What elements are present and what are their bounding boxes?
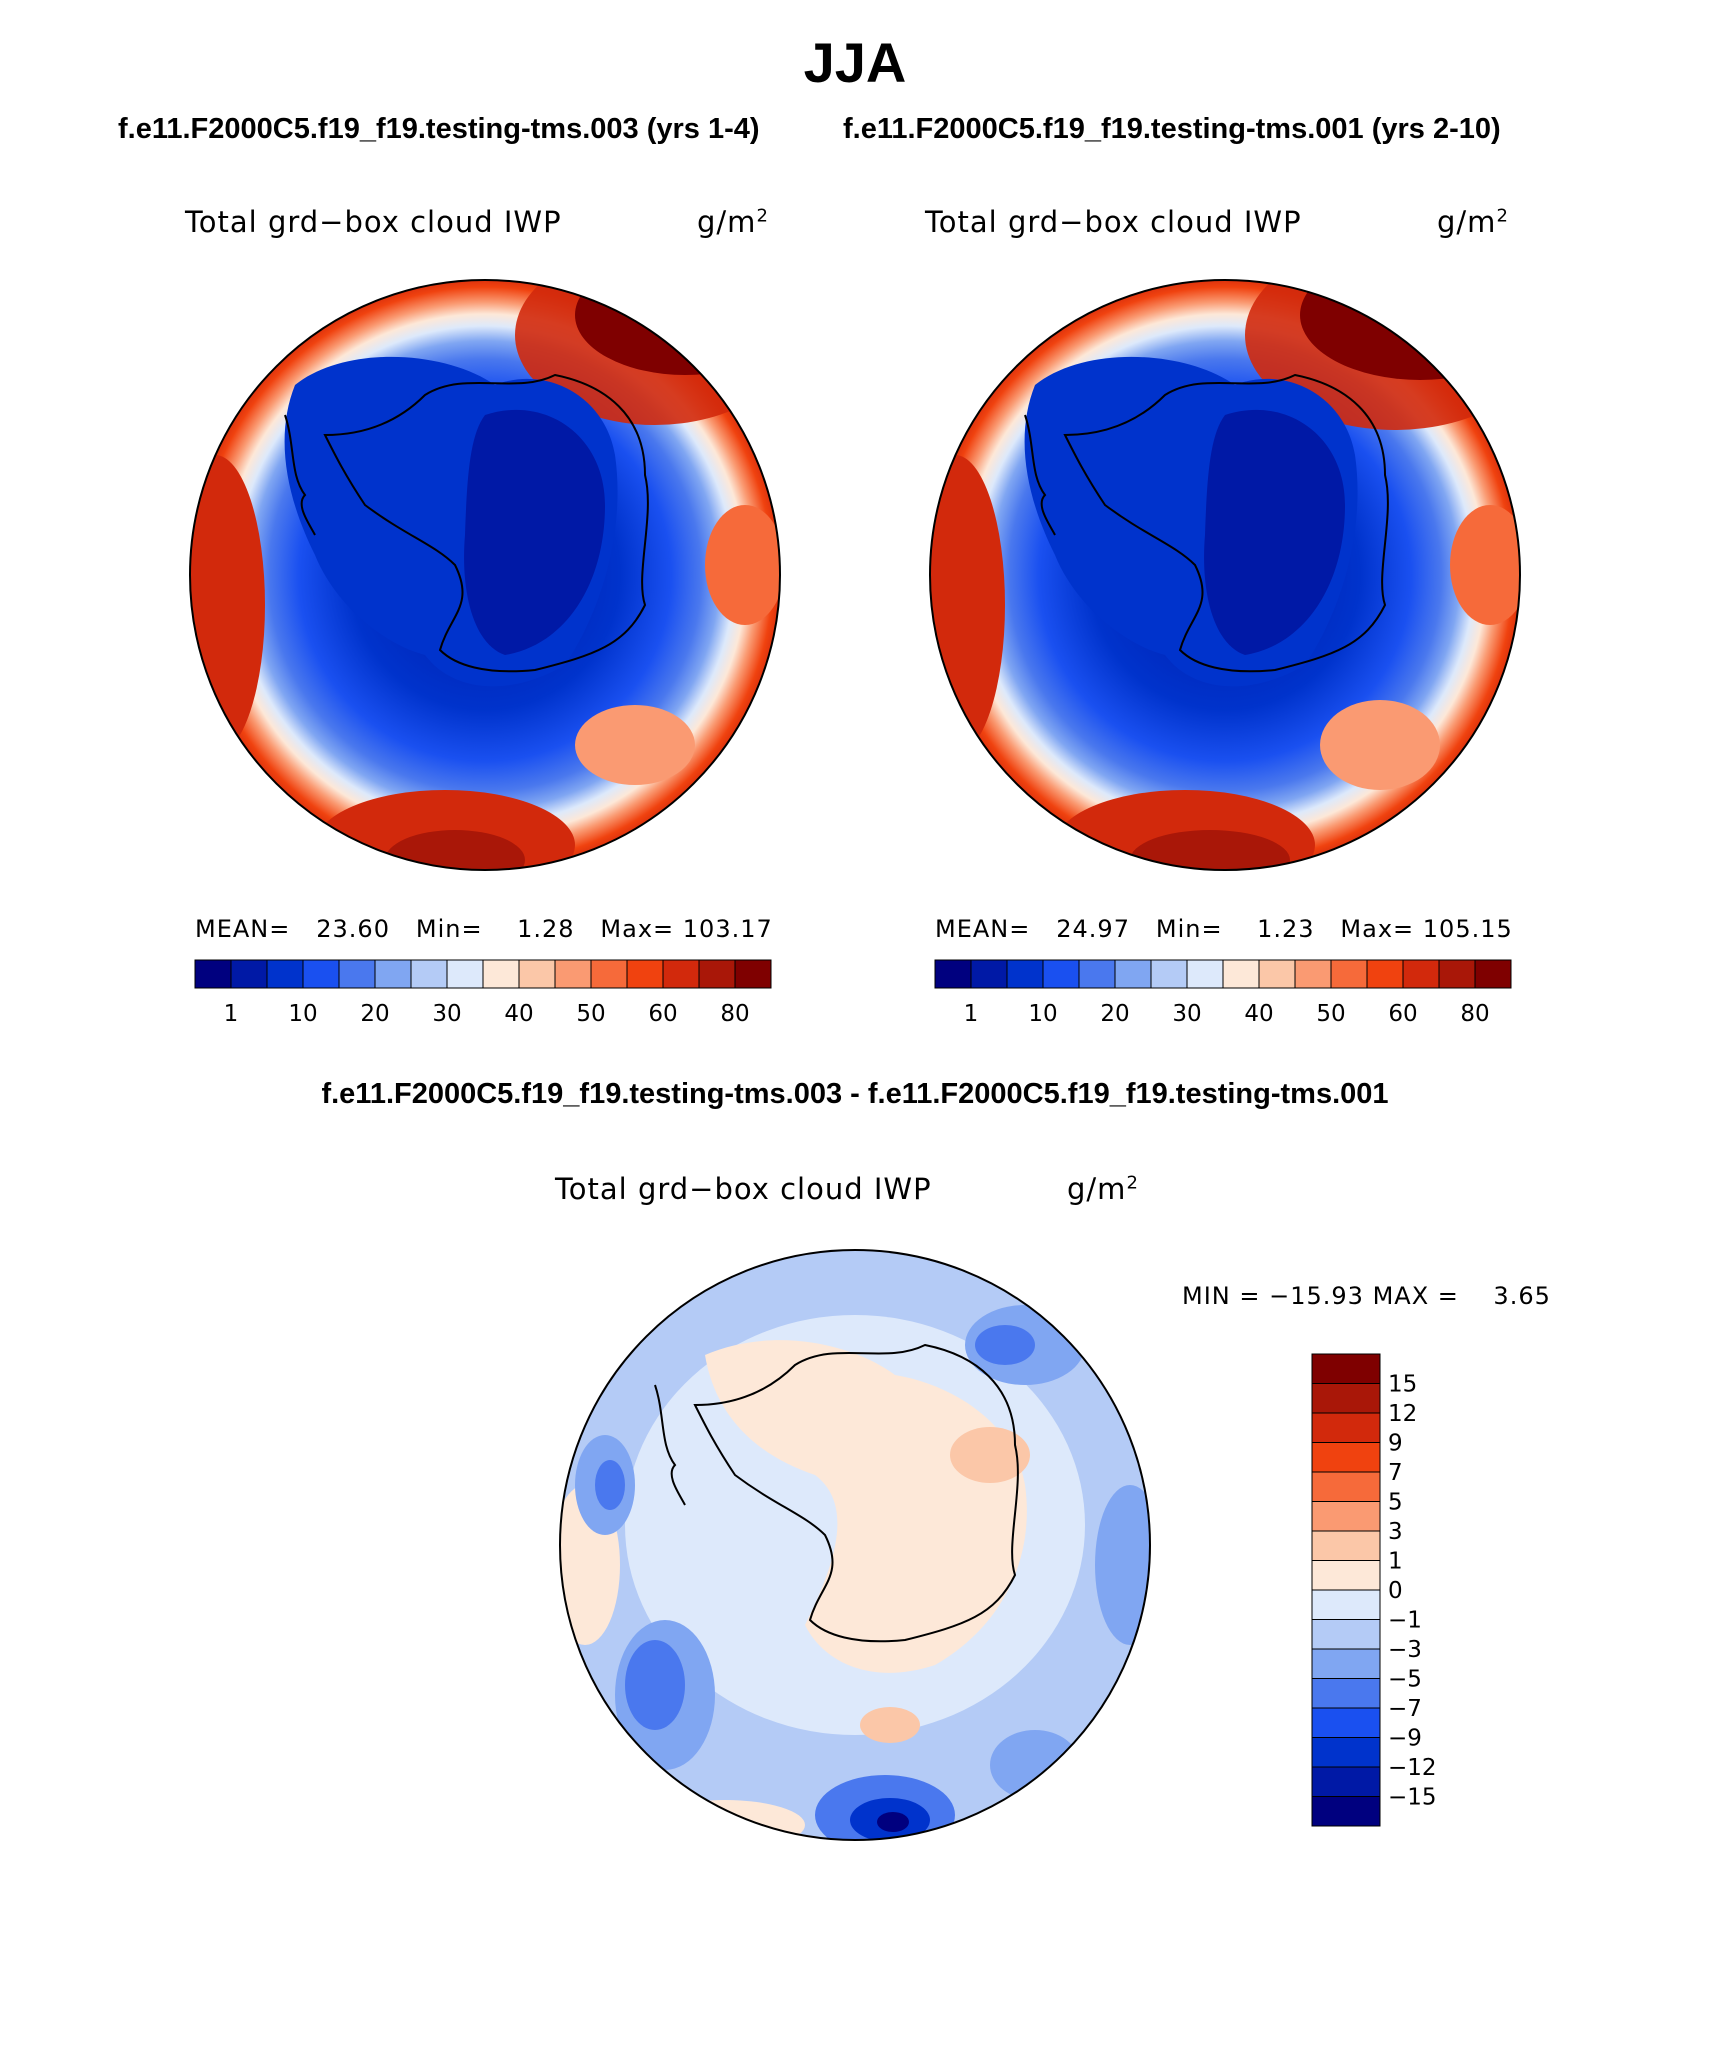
panel1-colorbar-swatch (482, 959, 520, 989)
panel1-colorbar-tick-label: 50 (576, 1001, 605, 1027)
panel2-colorbar-swatch (970, 959, 1008, 989)
panel2-colorbar-swatch (1078, 959, 1116, 989)
diff-colorbar-swatch (1311, 1796, 1381, 1827)
panel2-colorbar-swatch (1114, 959, 1152, 989)
panel2-colorbar-swatch (1258, 959, 1296, 989)
diff-units: g/m2 (1067, 1172, 1139, 1206)
panel2-colorbar-swatch (1042, 959, 1080, 989)
diff-colorbar-swatch (1311, 1619, 1381, 1650)
diff-colorbar-swatch (1311, 1766, 1381, 1797)
panel2-units: g/m2 (1437, 205, 1509, 239)
diff-colorbar-swatch (1311, 1383, 1381, 1414)
diff-colorbar-tick-label: 3 (1388, 1519, 1403, 1545)
diff-colorbar-tick-label: −12 (1388, 1755, 1437, 1781)
panel2-polar-map (929, 279, 1521, 871)
panel2-colorbar-tick-label: 80 (1460, 1001, 1489, 1027)
diff-colorbar-tick-label: 9 (1388, 1431, 1403, 1457)
panel2-colorbar-swatch (1366, 959, 1404, 989)
diff-colorbar-tick-label: −15 (1388, 1785, 1437, 1811)
panel1-colorbar-tick-label: 30 (432, 1001, 461, 1027)
panel1-colorbar-swatch (194, 959, 232, 989)
panel2-colorbar: 1 10 20 30 40 50 60 80 (934, 959, 1512, 1027)
panel2-colorbar-swatch (1402, 959, 1440, 989)
diff-colorbar-tick-label: 7 (1388, 1460, 1403, 1486)
diff-colorbar-tick-label: −5 (1388, 1667, 1422, 1693)
diff-polar-map (559, 1249, 1151, 1841)
diff-colorbar-tick-label: −7 (1388, 1696, 1422, 1722)
diff-colorbar-swatch (1311, 1471, 1381, 1502)
panel1-colorbar-swatch (446, 959, 484, 989)
panel1-colorbar-swatch (302, 959, 340, 989)
diff-colorbar-swatch (1311, 1353, 1381, 1384)
diff-colorbar-tick-label: −3 (1388, 1637, 1422, 1663)
panel2-variable: Total grd−box cloud IWP (925, 205, 1302, 239)
panel2-stats: MEAN= 24.97 Min= 1.23 Max= 105.15 (935, 915, 1513, 943)
panel2-colorbar-swatch (1006, 959, 1044, 989)
diff-colorbar-tick-label: 15 (1388, 1372, 1417, 1398)
diff-min-max: MIN = −15.93 MAX = 3.65 (1182, 1282, 1551, 1310)
panel2-colorbar-tick-label: 60 (1388, 1001, 1417, 1027)
diff-colorbar-swatch (1311, 1530, 1381, 1561)
panel2-colorbar-swatch (1186, 959, 1224, 989)
diff-colorbar-tick-label: 1 (1388, 1549, 1403, 1575)
panel2-colorbar-tick-label: 20 (1100, 1001, 1129, 1027)
panel1-variable: Total grd−box cloud IWP (185, 205, 562, 239)
diff-colorbar-tick-label: 0 (1388, 1578, 1403, 1604)
panel2-colorbar-swatch (1222, 959, 1260, 989)
panel2-colorbar-swatch (1438, 959, 1476, 989)
panel1-colorbar-swatch (410, 959, 448, 989)
diff-colorbar-swatch (1311, 1648, 1381, 1679)
panel1-colorbar-swatch (518, 959, 556, 989)
diff-colorbar: 15 12 9 7 5 3 1 0 −1 −3 −5 −7 −9 −12 −15 (1311, 1353, 1437, 1827)
diff-colorbar-swatch (1311, 1707, 1381, 1738)
panel2-colorbar-swatch (1294, 959, 1332, 989)
panel1-colorbar-swatch (662, 959, 700, 989)
diff-colorbar-swatch (1311, 1737, 1381, 1768)
panel1-colorbar-swatch (698, 959, 736, 989)
diff-colorbar-tick-label: −1 (1388, 1608, 1422, 1634)
panel2-colorbar-swatch (1474, 959, 1512, 989)
panel1-colorbar: 1 10 20 30 40 50 60 80 (194, 959, 772, 1027)
diff-title: f.e11.F2000C5.f19_f19.testing-tms.003 - … (321, 1078, 1389, 1110)
panel1-colorbar-tick-label: 1 (224, 1001, 239, 1027)
diff-colorbar-tick-label: 5 (1388, 1490, 1403, 1516)
panel2-colorbar-tick-label: 50 (1316, 1001, 1345, 1027)
panel2-colorbar-swatch (934, 959, 972, 989)
panel1-stats: MEAN= 23.60 Min= 1.28 Max= 103.17 (195, 915, 773, 943)
diff-colorbar-swatch (1311, 1442, 1381, 1473)
panel1-colorbar-tick-label: 60 (648, 1001, 677, 1027)
diff-variable: Total grd−box cloud IWP (555, 1172, 932, 1206)
panel2-colorbar-swatch (1330, 959, 1368, 989)
panel1-polar-map (189, 279, 781, 871)
diff-colorbar-swatch (1311, 1560, 1381, 1591)
case1-title: f.e11.F2000C5.f19_f19.testing-tms.003 (y… (118, 113, 760, 145)
panel2-colorbar-tick-label: 30 (1172, 1001, 1201, 1027)
season-title: JJA (803, 31, 907, 94)
panel1-colorbar-swatch (554, 959, 592, 989)
panel1-colorbar-tick-label: 20 (360, 1001, 389, 1027)
panel2-colorbar-tick-label: 40 (1244, 1001, 1273, 1027)
diff-colorbar-swatch (1311, 1412, 1381, 1443)
panel1-colorbar-swatch (338, 959, 376, 989)
case2-title: f.e11.F2000C5.f19_f19.testing-tms.001 (y… (843, 113, 1501, 145)
diff-colorbar-swatch (1311, 1501, 1381, 1532)
panel1-colorbar-swatch (374, 959, 412, 989)
panel2-colorbar-tick-label: 10 (1028, 1001, 1057, 1027)
panel1-colorbar-swatch (266, 959, 304, 989)
diff-colorbar-tick-label: −9 (1388, 1726, 1422, 1752)
panel1-colorbar-tick-label: 80 (720, 1001, 749, 1027)
diff-colorbar-tick-label: 12 (1388, 1401, 1417, 1427)
diff-colorbar-swatch (1311, 1678, 1381, 1709)
panel1-colorbar-tick-label: 40 (504, 1001, 533, 1027)
panel1-colorbar-swatch (734, 959, 772, 989)
panel2-colorbar-swatch (1150, 959, 1188, 989)
panel1-colorbar-swatch (590, 959, 628, 989)
diff-colorbar-swatch (1311, 1589, 1381, 1620)
panel2-colorbar-tick-label: 1 (964, 1001, 979, 1027)
panel1-units: g/m2 (697, 205, 769, 239)
panel1-colorbar-swatch (230, 959, 268, 989)
panel1-colorbar-tick-label: 10 (288, 1001, 317, 1027)
panel1-colorbar-swatch (626, 959, 664, 989)
